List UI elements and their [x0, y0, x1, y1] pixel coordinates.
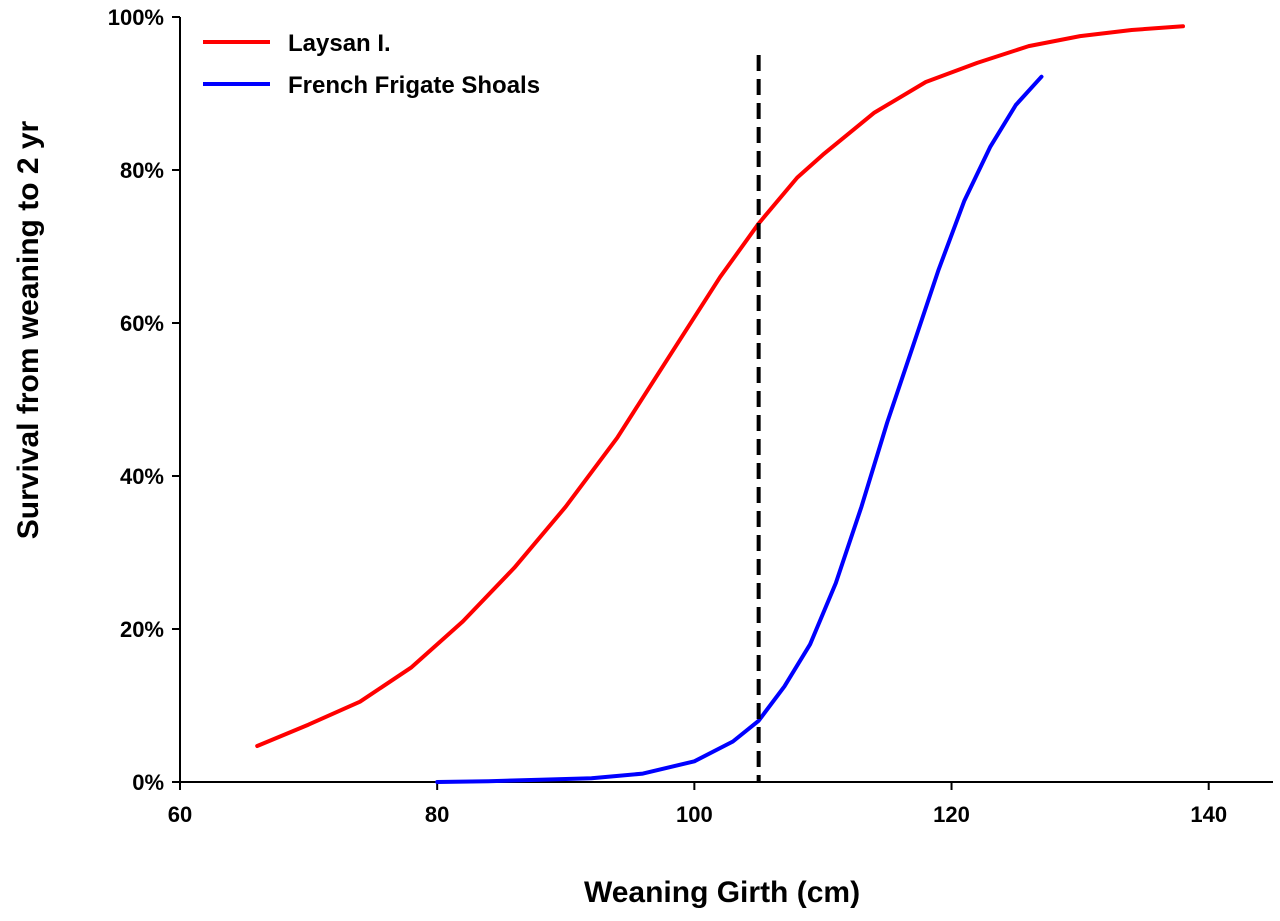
- x-axis-title: Weaning Girth (cm): [584, 876, 860, 909]
- x-tick-label: 120: [933, 802, 970, 827]
- x-tick-label: 100: [676, 802, 713, 827]
- y-tick-label: 100%: [108, 5, 164, 30]
- axes: 60 80 100 120 140 0% 20% 40% 60% 80% 100%: [108, 5, 1273, 827]
- series-lines: [255, 24, 1185, 784]
- legend-label-0: Laysan I.: [288, 30, 391, 57]
- y-tick-label: 40%: [120, 464, 164, 489]
- series-line-0: [255, 24, 1185, 748]
- y-tick-label: 80%: [120, 158, 164, 183]
- x-tick-label: 60: [168, 802, 192, 827]
- legend: Laysan I. French Frigate Shoals: [203, 30, 540, 99]
- legend-label-1: French Frigate Shoals: [288, 72, 540, 99]
- x-tick-label: 140: [1190, 802, 1227, 827]
- y-tick-label: 20%: [120, 617, 164, 642]
- y-tick-label: 60%: [120, 311, 164, 336]
- x-tick-label: 80: [425, 802, 449, 827]
- y-tick-label: 0%: [132, 770, 164, 795]
- y-axis-title: Survival from weaning to 2 yr: [12, 120, 45, 539]
- series-line-1: [435, 74, 1044, 784]
